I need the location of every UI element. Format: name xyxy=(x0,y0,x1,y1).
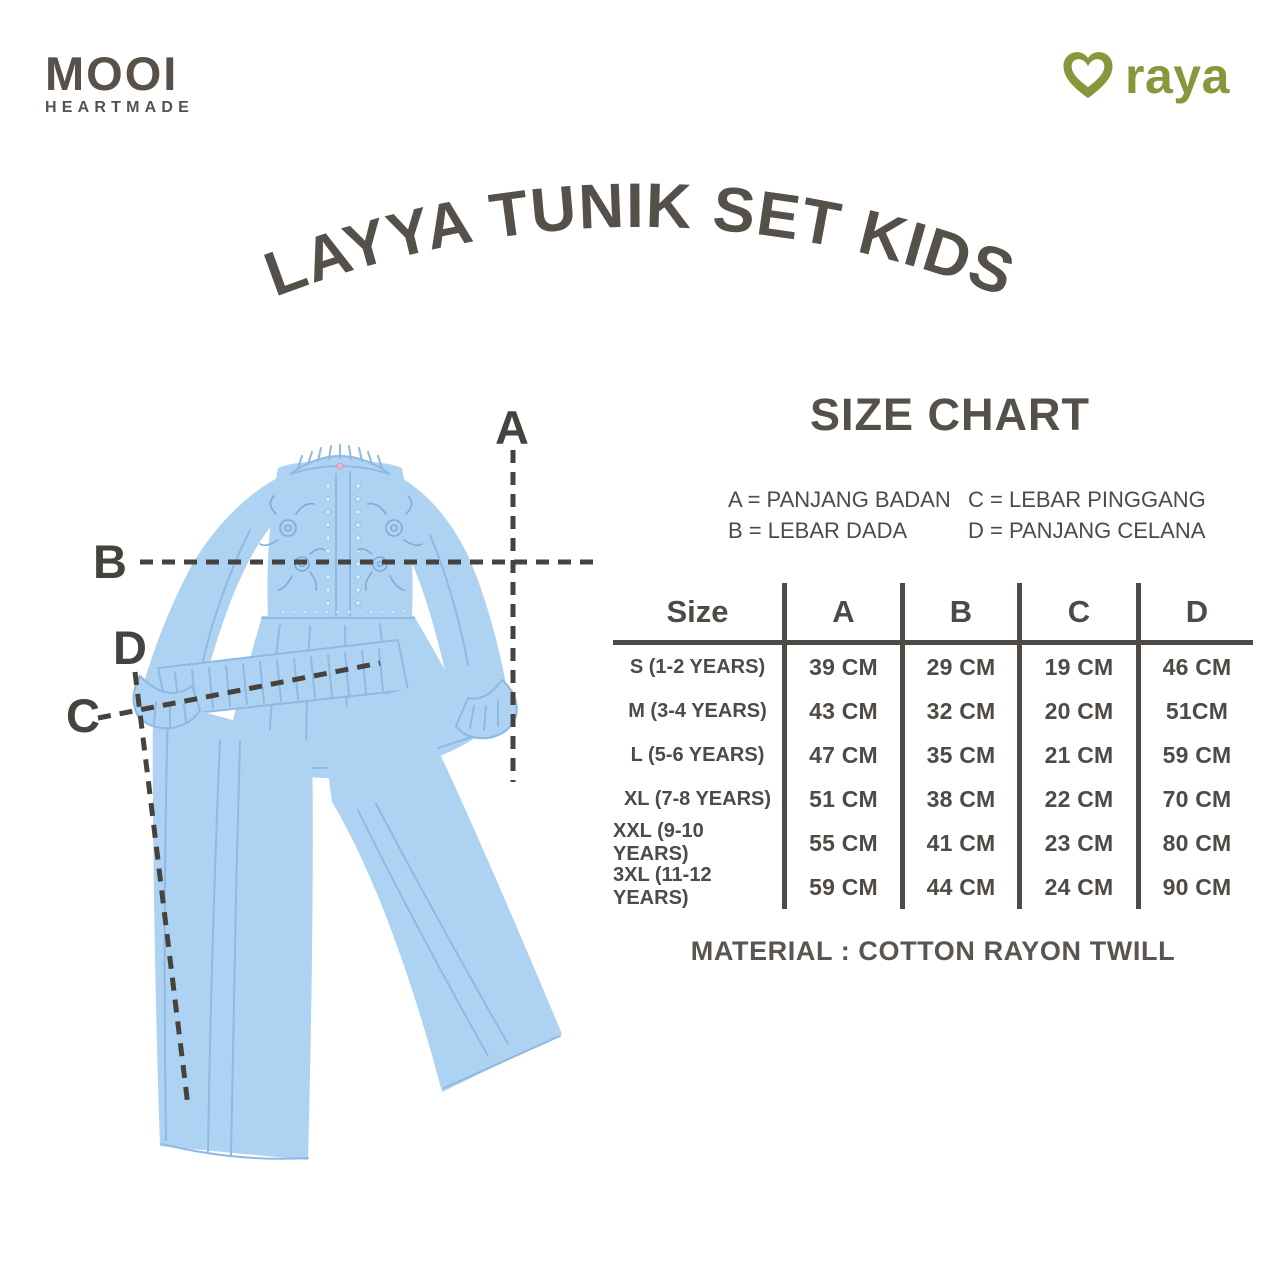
value-d: 80 CM xyxy=(1136,821,1253,865)
size-label: XL (7-8 YEARS) xyxy=(623,787,772,810)
collar-button xyxy=(336,462,344,470)
value-b: 32 CM xyxy=(900,689,1017,733)
material-note: MATERIAL : COTTON RAYON TWILL xyxy=(690,936,1176,966)
value-b: 29 CM xyxy=(900,645,1017,689)
legend-item-d: D = PANJANG CELANA xyxy=(968,518,1206,543)
value-b: 35 CM xyxy=(900,733,1017,777)
pants-illustration xyxy=(152,639,562,1160)
mooi-tagline: HEARTMADE xyxy=(45,99,195,116)
value-a: 47 CM xyxy=(782,733,900,777)
value-d: 51CM xyxy=(1136,689,1253,733)
column-header-b: B xyxy=(900,583,1017,645)
product-image-tunik-set: A B C D xyxy=(66,410,598,1160)
value-c: 22 CM xyxy=(1017,777,1136,821)
embroidery-waist-row xyxy=(269,608,407,615)
measurement-line-c xyxy=(97,660,381,721)
embroidery-placket xyxy=(325,471,361,617)
value-d: 70 CM xyxy=(1136,777,1253,821)
value-c: 20 CM xyxy=(1017,689,1136,733)
measurement-label-a: A xyxy=(495,410,529,454)
value-c: 21 CM xyxy=(1017,733,1136,777)
value-b: 44 CM xyxy=(900,865,1017,909)
product-title: LAYYA TUNIK SET KIDS xyxy=(256,171,1025,310)
heart-icon xyxy=(1063,52,1113,99)
size-label: 3XL (11-12 YEARS) xyxy=(613,864,712,909)
measurement-legend-left: A = PANJANG BADAN B = LEBAR DADA xyxy=(728,484,951,546)
value-b: 41 CM xyxy=(900,821,1017,865)
legend-item-b: B = LEBAR DADA xyxy=(728,518,908,543)
value-b: 38 CM xyxy=(900,777,1017,821)
size-label: L (5-6 YEARS) xyxy=(630,743,765,766)
column-header-c: C xyxy=(1017,583,1136,645)
measurement-label-d: D xyxy=(113,621,147,674)
value-a: 39 CM xyxy=(782,645,900,689)
value-d: 59 CM xyxy=(1136,733,1253,777)
column-header-a: A xyxy=(782,583,900,645)
product-title-arc: LAYYA TUNIK SET KIDS xyxy=(256,171,1025,310)
value-a: 59 CM xyxy=(782,865,900,909)
value-c: 19 CM xyxy=(1017,645,1136,689)
size-label: XXL (9-10 YEARS) xyxy=(613,820,704,865)
embroidery-flowers-left xyxy=(259,495,325,591)
column-header-size: Size xyxy=(613,583,782,645)
value-d: 46 CM xyxy=(1136,645,1253,689)
mooi-wordmark: MOOI xyxy=(45,47,179,100)
size-label: M (3-4 YEARS) xyxy=(628,699,767,722)
value-d: 90 CM xyxy=(1136,865,1253,909)
value-c: 24 CM xyxy=(1017,865,1136,909)
measurement-label-b: B xyxy=(93,535,127,588)
measurement-label-c: C xyxy=(66,689,100,742)
size-chart-heading: SIZE CHART xyxy=(810,389,1090,440)
column-header-d: D xyxy=(1136,583,1253,645)
measurement-legend-right: C = LEBAR PINGGANG D = PANJANG CELANA xyxy=(968,484,1206,546)
size-label: S (1-2 YEARS) xyxy=(629,655,766,678)
value-a: 43 CM xyxy=(782,689,900,733)
mooi-logo: MOOI HEARTMADE xyxy=(45,50,194,116)
value-a: 55 CM xyxy=(782,821,900,865)
measurement-line-d xyxy=(132,671,191,1107)
raya-logo: raya xyxy=(1060,50,1230,102)
legend-item-c: C = LEBAR PINGGANG xyxy=(968,487,1206,512)
raya-wordmark: raya xyxy=(1125,48,1230,104)
value-c: 23 CM xyxy=(1017,821,1136,865)
size-table: Size A B C D S (1-2 YEARS) 39 CM 29 CM 1… xyxy=(613,583,1253,909)
legend-item-a: A = PANJANG BADAN xyxy=(728,487,951,512)
value-a: 51 CM xyxy=(782,777,900,821)
